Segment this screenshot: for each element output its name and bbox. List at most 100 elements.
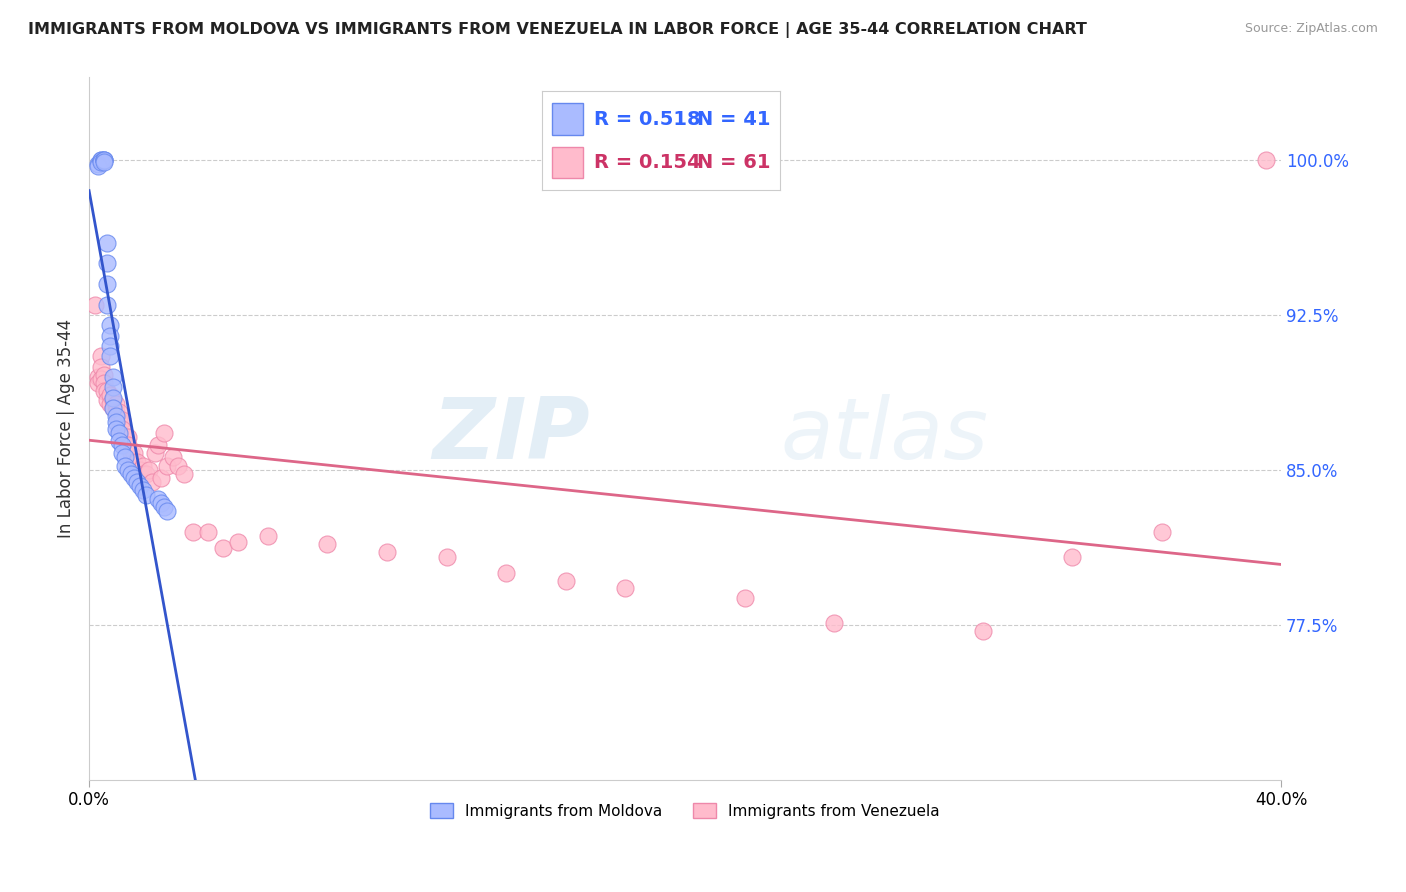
Point [823,615,845,630]
Point [257,529,280,543]
Point [104,421,127,435]
Point [138,463,160,477]
Point [197,524,219,539]
Point [155,504,177,518]
Point [152,425,174,440]
Point [108,421,131,435]
Point [114,450,136,465]
Point [90,349,112,363]
Point [96,392,118,407]
Point [226,535,249,549]
Point [93,155,115,169]
Point [614,581,637,595]
Point [101,380,124,394]
Point [87,370,110,384]
Point [495,566,517,580]
Point [93,153,115,167]
Point [96,277,118,291]
Point [96,297,118,311]
Point [93,153,115,167]
Point [125,475,148,490]
Y-axis label: In Labor Force | Age 35-44: In Labor Force | Age 35-44 [58,319,75,538]
Point [90,153,112,167]
Text: ZIP: ZIP [432,394,589,477]
Point [146,491,169,506]
Point [93,376,115,390]
Point [375,545,398,559]
Point [1150,524,1173,539]
Point [90,372,112,386]
Point [98,349,121,363]
Point [96,235,118,250]
Text: Source: ZipAtlas.com: Source: ZipAtlas.com [1244,22,1378,36]
Point [117,463,139,477]
Point [114,438,136,452]
Point [183,524,205,539]
Point [167,458,190,473]
Point [155,458,177,473]
Point [111,413,134,427]
Point [131,467,153,481]
Point [87,157,110,171]
Point [149,471,172,485]
Point [98,318,121,333]
Point [90,359,112,374]
Point [96,256,118,270]
Point [131,458,153,473]
Point [114,430,136,444]
Legend: Immigrants from Moldova, Immigrants from Venezuela: Immigrants from Moldova, Immigrants from… [425,797,946,824]
Point [128,479,150,493]
Point [98,388,121,402]
Point [98,328,121,343]
Point [120,446,142,460]
Point [84,297,107,311]
Point [162,450,184,465]
Point [436,549,458,564]
Point [135,487,157,501]
Point [104,405,127,419]
Point [141,475,163,490]
Point [98,339,121,353]
Text: atlas: atlas [780,394,988,477]
Point [87,376,110,390]
Point [90,155,112,169]
Point [1062,549,1084,564]
Point [117,438,139,452]
Point [108,434,131,448]
Point [554,574,576,589]
Point [1254,153,1277,167]
Point [111,446,134,460]
Point [111,438,134,452]
Point [212,541,235,556]
Point [96,384,118,399]
Point [146,438,169,452]
Point [98,397,121,411]
Point [135,467,157,481]
Point [90,153,112,167]
Point [173,467,195,481]
Point [316,537,339,551]
Point [143,446,166,460]
Point [108,425,131,440]
Point [101,391,124,405]
Point [101,392,124,407]
Point [104,397,127,411]
Point [104,415,127,429]
Point [111,421,134,435]
Point [117,430,139,444]
Point [101,370,124,384]
Point [93,368,115,382]
Point [972,624,994,638]
Point [122,446,145,460]
Point [93,384,115,399]
Point [125,454,148,468]
Text: IMMIGRANTS FROM MOLDOVA VS IMMIGRANTS FROM VENEZUELA IN LABOR FORCE | AGE 35-44 : IMMIGRANTS FROM MOLDOVA VS IMMIGRANTS FR… [28,22,1087,38]
Point [128,463,150,477]
Point [93,153,115,167]
Point [122,454,145,468]
Point [114,458,136,473]
Point [152,500,174,514]
Point [131,483,153,498]
Point [149,496,172,510]
Point [87,159,110,173]
